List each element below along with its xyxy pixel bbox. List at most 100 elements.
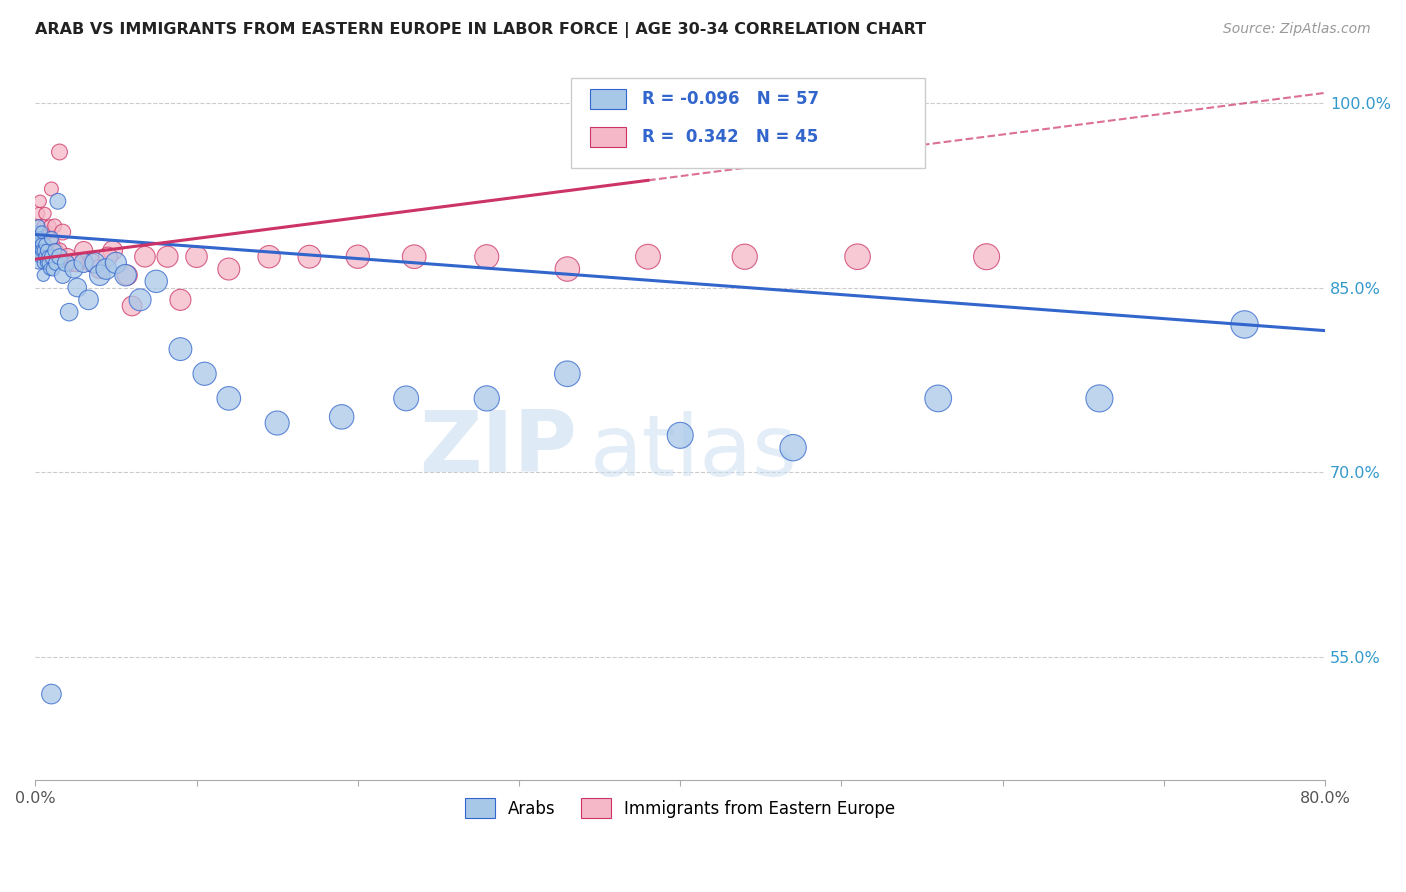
Point — [56, 250, 79, 264]
Point — [25, 237, 48, 252]
Point — [782, 441, 804, 455]
Point — [38, 262, 60, 277]
Point — [46, 194, 69, 209]
Point — [52, 268, 75, 283]
Point — [41, 250, 63, 264]
Point — [346, 250, 368, 264]
Point — [37, 250, 59, 264]
Point — [31, 237, 53, 252]
Point — [37, 225, 59, 239]
Point — [58, 305, 80, 319]
Point — [134, 250, 156, 264]
Text: Source: ZipAtlas.com: Source: ZipAtlas.com — [1223, 22, 1371, 37]
Point — [66, 256, 89, 270]
Point — [976, 250, 998, 264]
Point — [25, 231, 48, 245]
Point — [73, 244, 96, 258]
Point — [45, 256, 67, 270]
Point — [63, 262, 86, 277]
Point — [31, 225, 53, 239]
Point — [257, 250, 280, 264]
Point — [395, 392, 418, 406]
Point — [27, 219, 49, 233]
Point — [30, 231, 52, 245]
Point — [30, 250, 52, 264]
Point — [186, 250, 208, 264]
Point — [1233, 318, 1256, 332]
Point — [34, 237, 56, 252]
Point — [121, 299, 143, 313]
Point — [42, 262, 65, 277]
FancyBboxPatch shape — [571, 78, 925, 168]
Point — [218, 392, 240, 406]
Text: atlas: atlas — [591, 411, 799, 494]
Point — [48, 244, 70, 258]
Point — [37, 256, 59, 270]
Point — [669, 428, 692, 442]
Point — [1088, 392, 1111, 406]
Point — [27, 256, 49, 270]
Point — [115, 268, 138, 283]
Point — [55, 256, 77, 270]
Point — [48, 250, 70, 264]
Point — [330, 409, 353, 424]
Point — [80, 256, 103, 270]
Point — [145, 274, 167, 288]
Point — [218, 262, 240, 277]
Point — [32, 256, 55, 270]
Point — [734, 250, 756, 264]
Point — [48, 145, 70, 159]
Point — [475, 250, 498, 264]
Point — [101, 244, 124, 258]
Point — [89, 268, 111, 283]
Point — [34, 206, 56, 220]
Point — [34, 250, 56, 264]
Point — [156, 250, 179, 264]
Point — [35, 244, 58, 258]
Text: R =  0.342   N = 45: R = 0.342 N = 45 — [641, 128, 818, 145]
Point — [89, 262, 111, 277]
Point — [73, 256, 96, 270]
Point — [32, 219, 55, 233]
Point — [31, 244, 53, 258]
Point — [194, 367, 217, 381]
FancyBboxPatch shape — [591, 127, 626, 147]
Point — [31, 244, 53, 258]
Point — [32, 225, 55, 239]
Point — [41, 182, 63, 196]
Text: ARAB VS IMMIGRANTS FROM EASTERN EUROPE IN LABOR FORCE | AGE 30-34 CORRELATION CH: ARAB VS IMMIGRANTS FROM EASTERN EUROPE I… — [35, 22, 927, 38]
Legend: Arabs, Immigrants from Eastern Europe: Arabs, Immigrants from Eastern Europe — [457, 790, 904, 826]
Point — [44, 219, 66, 233]
Point — [475, 392, 498, 406]
Point — [404, 250, 426, 264]
Point — [846, 250, 869, 264]
Point — [298, 250, 321, 264]
Point — [114, 268, 136, 283]
Point — [27, 219, 49, 233]
Point — [30, 225, 52, 239]
Point — [96, 262, 118, 277]
Point — [129, 293, 152, 307]
Point — [44, 244, 66, 258]
Point — [77, 293, 100, 307]
Point — [266, 416, 288, 430]
Point — [66, 280, 89, 294]
Point — [169, 293, 191, 307]
Point — [42, 237, 65, 252]
FancyBboxPatch shape — [591, 89, 626, 110]
Point — [27, 206, 49, 220]
Text: ZIP: ZIP — [419, 408, 576, 491]
Point — [30, 194, 52, 209]
Point — [30, 237, 52, 252]
Point — [35, 244, 58, 258]
Point — [35, 256, 58, 270]
Point — [45, 244, 67, 258]
Point — [60, 256, 83, 270]
Point — [30, 244, 52, 258]
Point — [25, 225, 48, 239]
Text: R = -0.096   N = 57: R = -0.096 N = 57 — [641, 90, 818, 108]
Point — [104, 256, 127, 270]
Point — [84, 256, 107, 270]
Point — [32, 268, 55, 283]
Point — [557, 367, 579, 381]
